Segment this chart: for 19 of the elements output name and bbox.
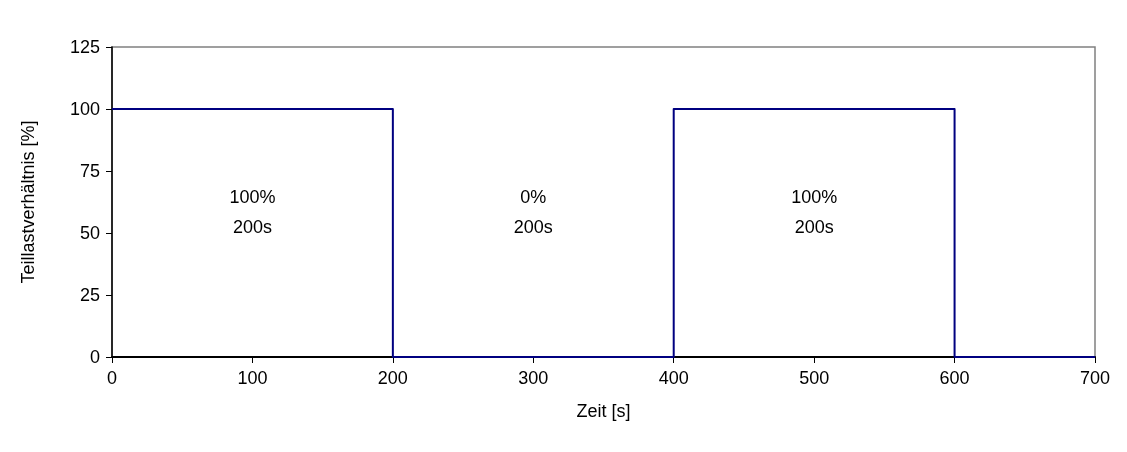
x-tick-label: 400 [658,368,689,388]
y-axis-title: Teillastverhältnis [%] [18,120,38,284]
x-tick-label: 300 [518,368,549,388]
y-tick-label: 25 [79,285,100,305]
y-tick-label: 50 [79,223,100,243]
y-tick-label: 75 [79,161,100,181]
x-tick-label: 600 [939,368,970,388]
annotation: 0% 200s [513,186,553,237]
y-tick-label: 100 [69,99,100,119]
x-tick-label: 100 [237,368,268,388]
x-tick-label: 200 [377,368,408,388]
x-tick-label: 700 [1079,368,1111,388]
x-axis-title: Zeit [s] [576,401,631,421]
annotation: 100% 200s [229,186,276,237]
annotation: 100% 200s [791,186,838,237]
y-tick-label: 125 [69,37,100,57]
y-tick-label: 0 [89,347,100,367]
x-tick-label: 0 [106,368,118,388]
x-tick-label: 500 [799,368,830,388]
